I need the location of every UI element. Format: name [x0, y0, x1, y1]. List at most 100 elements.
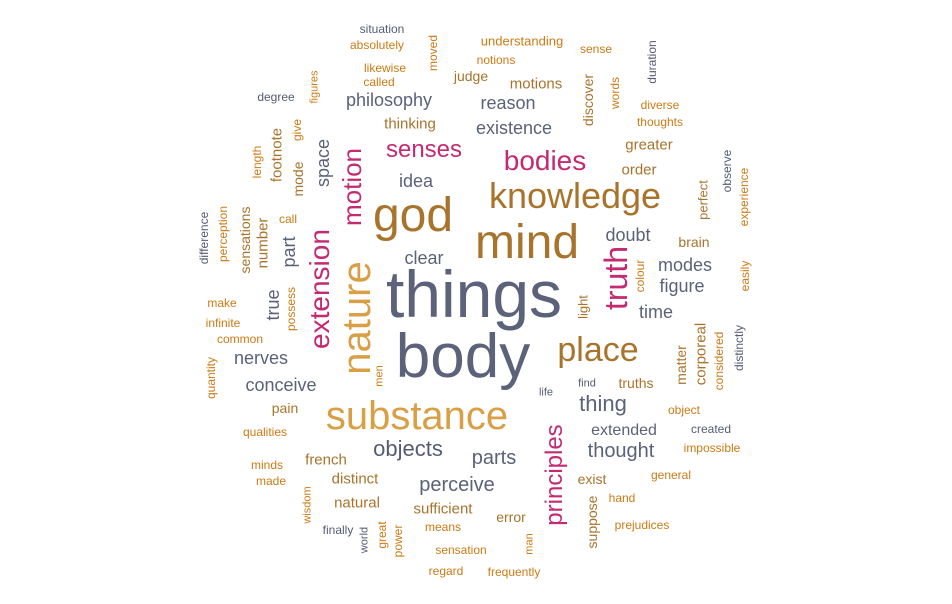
word-matter: matter [673, 345, 689, 385]
word-object: object [667, 403, 701, 417]
word-exist: exist [577, 471, 607, 487]
word-perceive: perceive [419, 474, 495, 496]
word-nature: nature [335, 261, 379, 375]
word-wisdom: wisdom [301, 486, 314, 524]
word-parts: parts [471, 447, 517, 469]
word-call: call [278, 212, 298, 226]
word-perception: perception [216, 205, 230, 263]
word-corporeal: corporeal [692, 322, 710, 386]
word-great: great [375, 521, 389, 549]
word-substance: substance [325, 394, 509, 438]
word-sufficient: sufficient [413, 500, 473, 518]
word-god: god [372, 189, 454, 242]
word-motion: motion [337, 147, 367, 227]
word-colour: colour [633, 259, 647, 293]
word-truths: truths [618, 375, 654, 391]
word-philosophy: philosophy [345, 90, 433, 110]
word-quantity: quantity [204, 356, 218, 400]
word-hand: hand [608, 491, 636, 505]
word-time: time [638, 302, 674, 322]
word-thinking: thinking [384, 115, 436, 133]
word-greater: greater [625, 136, 673, 154]
word-modes: modes [657, 255, 713, 275]
word-moved: moved [426, 34, 440, 72]
word-body: body [395, 322, 531, 391]
word-life: life [538, 386, 554, 399]
word-truth: truth [598, 245, 634, 311]
word-order: order [621, 161, 657, 179]
word-judge: judge [453, 68, 489, 84]
word-knowledge: knowledge [488, 175, 662, 216]
word-things: things [385, 257, 563, 331]
word-idea: idea [398, 171, 434, 191]
word-distinct: distinct [331, 470, 379, 488]
word-made: made [255, 474, 287, 488]
word-experience: experience [737, 167, 751, 227]
word-make: make [207, 296, 237, 310]
word-doubt: doubt [605, 225, 651, 245]
word-existence: existence [475, 118, 553, 138]
word-infinite: infinite [205, 316, 241, 330]
word-principles: principles [541, 424, 568, 526]
word-considered: considered [712, 331, 726, 391]
word-nerves: nerves [233, 348, 289, 368]
word-diverse: diverse [640, 98, 680, 112]
word-possess: possess [284, 286, 298, 332]
word-common: common [216, 332, 264, 346]
word-motions: motions [509, 75, 563, 93]
word-place: place [557, 331, 639, 369]
word-thing: thing [579, 391, 627, 416]
word-figure: figure [659, 276, 705, 296]
word-sense: sense [579, 42, 613, 56]
word-sensations: sensations [237, 206, 253, 274]
word-reason: reason [480, 93, 536, 113]
word-degree: degree [257, 90, 295, 104]
word-clear: clear [404, 248, 444, 268]
word-words: words [608, 76, 622, 110]
word-distinctly: distinctly [732, 324, 746, 372]
word-natural: natural [334, 494, 380, 512]
word-mode: mode [290, 161, 306, 197]
word-understanding: understanding [480, 33, 564, 49]
word-error: error [496, 509, 526, 525]
word-qualities: qualities [242, 425, 288, 439]
word-objects: objects [373, 436, 443, 461]
word-men: men [373, 365, 386, 387]
word-figures: figures [308, 70, 321, 104]
word-called: called [363, 75, 395, 89]
word-number: number [254, 217, 272, 269]
word-extended: extended [591, 422, 657, 439]
word-likewise: likewise [363, 61, 407, 75]
word-observe: observe [720, 149, 734, 193]
word-finally: finally [322, 523, 354, 537]
word-perfect: perfect [695, 180, 711, 220]
word-duration: duration [645, 40, 659, 84]
word-prejudices: prejudices [614, 518, 670, 532]
word-world: world [358, 526, 371, 554]
word-situation: situation [359, 22, 405, 36]
word-power: power [391, 524, 405, 558]
word-light: light [575, 295, 591, 319]
word-thought: thought [587, 440, 655, 462]
word-suppose: suppose [584, 495, 600, 549]
word-conceive: conceive [245, 375, 317, 395]
word-created: created [690, 422, 732, 436]
word-thoughts: thoughts [636, 115, 684, 129]
word-man: man [523, 533, 536, 555]
word-absolutely: absolutely [349, 38, 405, 52]
word-regard: regard [428, 564, 464, 578]
word-mind: mind [474, 216, 580, 269]
word-minds: minds [250, 458, 284, 472]
word-easily: easily [738, 260, 752, 292]
word-length: length [250, 145, 264, 179]
word-french: french [305, 451, 347, 469]
word-pain: pain [271, 400, 299, 416]
word-find: find [578, 377, 596, 390]
word-frequently: frequently [487, 565, 541, 579]
word-footnote: footnote [268, 127, 286, 183]
word-bodies: bodies [503, 145, 587, 176]
word-extension: extension [304, 229, 335, 349]
word-part: part [279, 236, 299, 268]
word-true: true [263, 289, 283, 321]
